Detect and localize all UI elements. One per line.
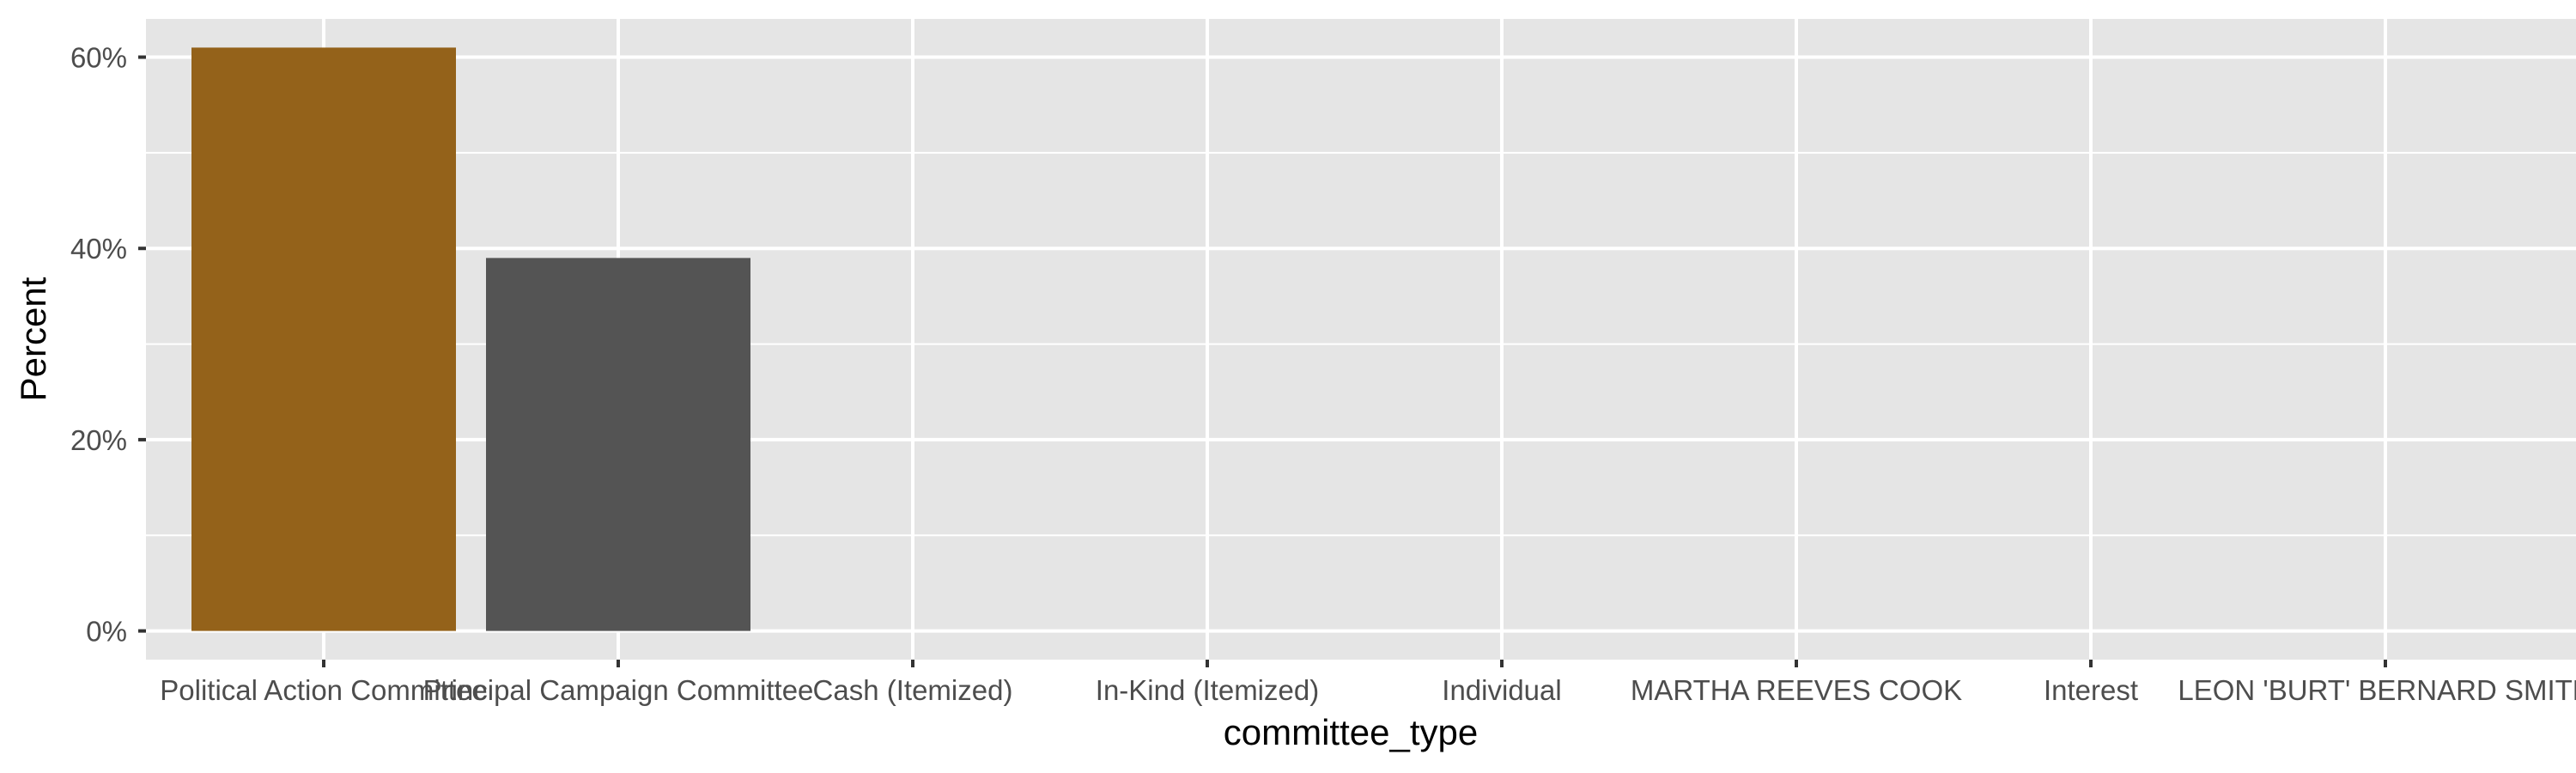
bar — [191, 47, 456, 631]
x-tick-label: Individual — [1442, 674, 1561, 706]
bar — [486, 258, 750, 631]
y-tick-label: 20% — [70, 424, 127, 456]
y-tick-label: 60% — [70, 42, 127, 74]
bars — [191, 47, 750, 631]
y-axis: 0% 20% 40% 60% — [70, 42, 146, 648]
x-tick-label: In-Kind (Itemized) — [1096, 674, 1319, 706]
x-tick-label: Interest — [2044, 674, 2138, 706]
x-tick-label: Principal Campaign Committee — [423, 674, 814, 706]
x-axis-title: committee_type — [1224, 712, 1478, 752]
x-tick-label: Cash (Itemized) — [813, 674, 1013, 706]
x-tick-label: Political Action Committee — [160, 674, 487, 706]
y-tick-label: 40% — [70, 233, 127, 265]
y-axis-title: Percent — [13, 277, 53, 401]
x-tick-label: MARTHA REEVES COOK — [1631, 674, 1962, 706]
x-tick-label: LEON 'BURT' BERNARD SMITH — [2178, 674, 2576, 706]
y-tick-label: 0% — [86, 616, 127, 648]
